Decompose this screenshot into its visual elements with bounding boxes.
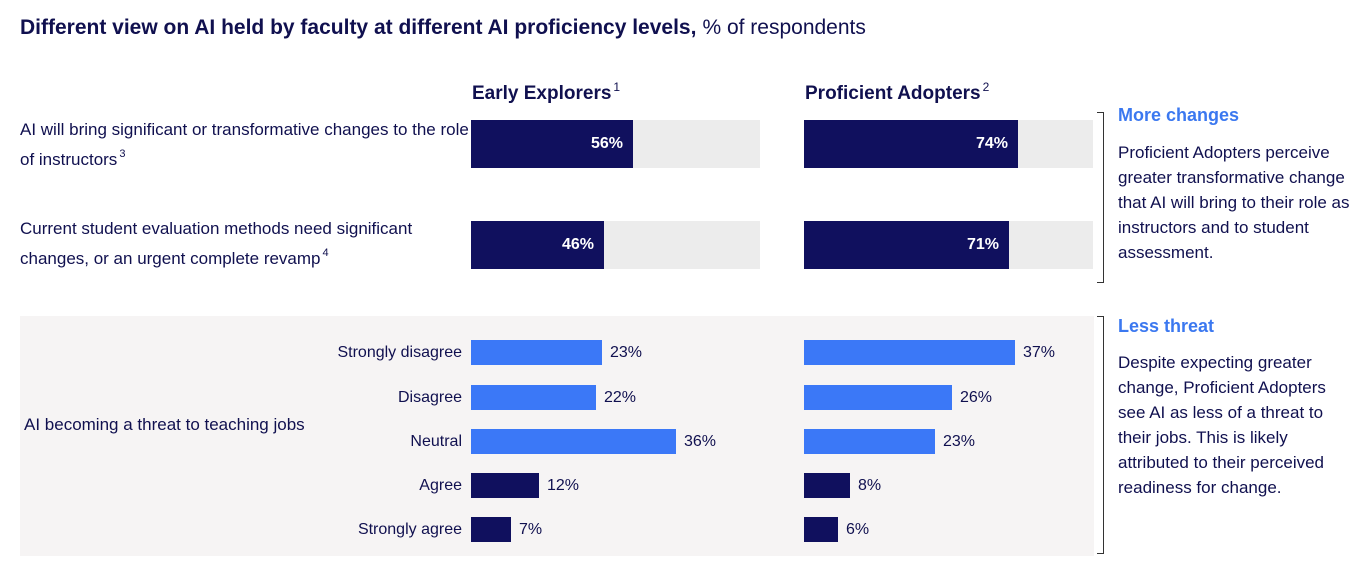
bar-value-label: 56% (590, 135, 623, 152)
threat-bar-value: 23% (943, 433, 976, 450)
threat-bar-value: 26% (960, 389, 993, 406)
footnote-marker: 4 (322, 247, 329, 259)
threat-bar-value: 36% (684, 433, 717, 450)
category-label: Disagree (397, 389, 462, 406)
note-body-more-changes: Proficient Adopters perceive greater tra… (1118, 143, 1350, 262)
bar-track: 74% (804, 120, 1093, 168)
bar-track: 46% (471, 221, 760, 269)
threat-bar (804, 429, 935, 454)
threat-bar (471, 340, 602, 365)
threat-bar (804, 473, 850, 498)
footnote-marker: 2 (982, 80, 990, 94)
threat-bar-value: 37% (1023, 344, 1056, 361)
category-label: Strongly agree (357, 521, 462, 538)
column-header-label: Proficient Adopters (805, 83, 981, 104)
threat-bar (471, 473, 539, 498)
threat-bar (804, 517, 838, 542)
note-heading-less-threat: Less threat (1118, 316, 1215, 336)
bracket-more-changes (1097, 112, 1104, 283)
threat-bar-value: 7% (519, 521, 543, 538)
threat-bar (471, 385, 596, 410)
bar-value-label: 74% (975, 135, 1008, 152)
bar-fill: 56% (471, 120, 633, 168)
chart-title-unit: % of respondents (702, 16, 866, 39)
threat-bar (471, 429, 676, 454)
question-label-transformative-changes: AI will bring significant or transformat… (20, 117, 470, 172)
bar-track: 56% (471, 120, 760, 168)
threat-bar-value: 12% (547, 477, 580, 494)
question-label-evaluation-methods: Current student evaluation methods need … (20, 216, 470, 271)
threat-bar (471, 517, 511, 542)
threat-bar-value: 22% (604, 389, 637, 406)
threat-bar (804, 340, 1015, 365)
bar-value-label: 71% (966, 236, 999, 253)
threat-bar-value: 8% (858, 477, 882, 494)
question-text: AI will bring significant or transformat… (20, 120, 469, 169)
threat-bar (804, 385, 952, 410)
threat-question-label: AI becoming a threat to teaching jobs (24, 415, 305, 434)
question-text: Current student evaluation methods need … (20, 219, 413, 268)
column-header-label: Early Explorers (472, 83, 612, 104)
column-header-early-explorers: Early Explorers 1 (472, 80, 620, 105)
threat-bar-value: 23% (610, 344, 643, 361)
bar-track: 71% (804, 221, 1093, 269)
bracket-less-threat (1097, 316, 1104, 554)
bar-fill: 71% (804, 221, 1009, 269)
column-header-proficient-adopters: Proficient Adopters 2 (805, 80, 989, 105)
footnote-marker: 3 (119, 148, 126, 160)
note-body-less-threat: Despite expecting greater change, Profic… (1118, 353, 1326, 497)
bar-fill: 74% (804, 120, 1018, 168)
bar-value-label: 46% (561, 236, 594, 253)
category-label: Agree (419, 477, 462, 494)
category-label: Neutral (410, 433, 462, 450)
chart-title-main: Different view on AI held by faculty at … (20, 16, 697, 39)
chart-title: Different view on AI held by faculty at … (20, 16, 866, 40)
category-label: Strongly disagree (337, 344, 462, 361)
note-heading-more-changes: More changes (1118, 105, 1240, 125)
threat-bar-value: 6% (846, 521, 870, 538)
bar-fill: 46% (471, 221, 604, 269)
footnote-marker: 1 (613, 80, 621, 94)
